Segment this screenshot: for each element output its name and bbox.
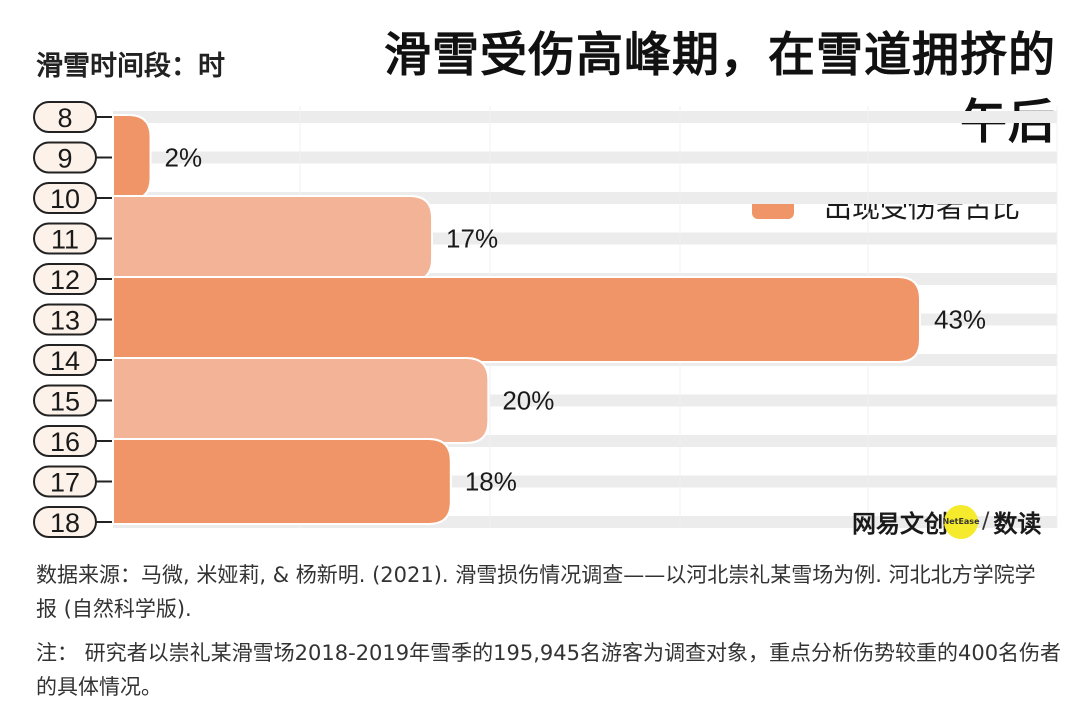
brand-badge: NetEase: [943, 504, 980, 539]
hour-label: 14: [50, 346, 80, 376]
brand-sub: 数读: [993, 510, 1042, 538]
track-line: [113, 151, 1057, 164]
hour-label: 11: [51, 225, 79, 255]
chart-title: 滑雪受伤高峰期，在雪道拥挤的午后: [384, 28, 1056, 150]
bar: [112, 114, 152, 201]
bar-value-label: 17%: [446, 224, 498, 254]
brand-name: 网易文创: [852, 510, 948, 538]
note-text: 注： 研究者以崇礼某滑雪场2018-2019年雪季的195,945名游客为调查对…: [36, 641, 1062, 699]
bar-value-label: 20%: [502, 386, 554, 416]
hour-label: 9: [57, 144, 72, 174]
axis-title: 滑雪时间段：时: [36, 51, 225, 82]
hour-label: 8: [57, 103, 72, 133]
bar-chart: 2% 17% 43% 20% 18% 8 9 10 11 12 13 14 15 16 17 18: [33, 101, 1058, 538]
bar-value-label: 2%: [165, 143, 203, 173]
hour-label: 15: [50, 387, 80, 417]
hour-label: 17: [50, 468, 80, 498]
hour-label: 13: [50, 306, 80, 336]
bar-value-label: 43%: [934, 305, 986, 335]
bar: [112, 357, 490, 444]
bar: [112, 276, 921, 363]
hour-label: 18: [50, 508, 80, 538]
hour-label: 10: [50, 184, 80, 214]
hour-label: 16: [50, 427, 80, 457]
bar: [112, 438, 452, 525]
hour-label: 12: [50, 265, 80, 295]
brand-logo: 网易文创 NetEase / 数读: [852, 504, 1041, 539]
bar: [112, 195, 434, 282]
brand-slash: /: [982, 509, 990, 534]
track-line: [113, 111, 1057, 123]
source-text: 数据来源：马微, 米娅莉, & 杨新明. (2021). 滑雪损伤情况调查——以…: [36, 563, 1036, 621]
bar-value-label: 18%: [465, 467, 517, 497]
